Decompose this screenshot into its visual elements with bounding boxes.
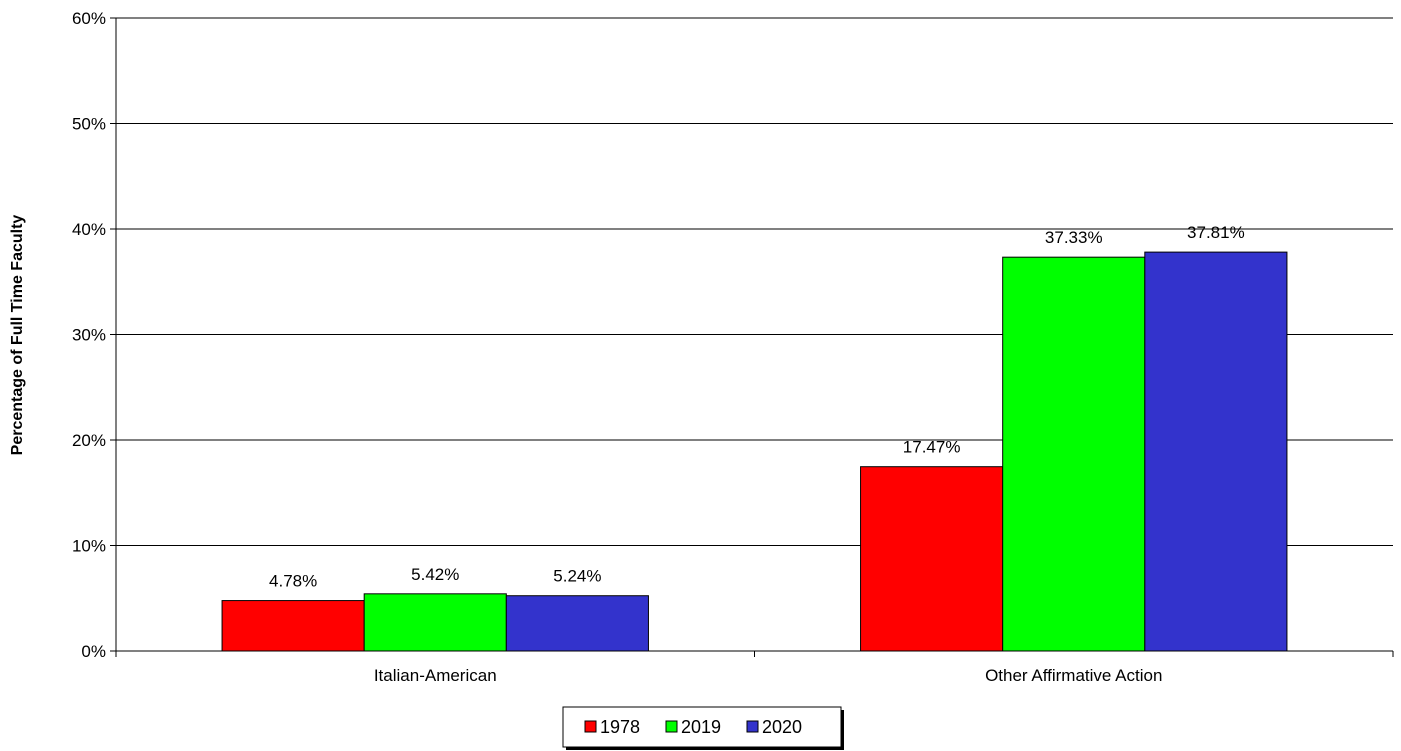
legend-box <box>562 706 842 748</box>
bar-2019-1 <box>1002 256 1146 652</box>
legend-swatch-1978 <box>584 720 597 733</box>
axes: 0% 10% 20% 30% 40% 50% 60% Italian-American Othe… <box>72 9 1394 685</box>
y-tick-label: 60% <box>72 9 106 28</box>
data-label: 5.42% <box>411 565 459 584</box>
y-tick-label: 30% <box>72 326 106 345</box>
legend-label-2020: 2020 <box>762 717 802 737</box>
bars <box>221 251 1288 652</box>
bar-2020-1 <box>1144 251 1288 652</box>
bar-2019-0 <box>363 593 507 652</box>
x-tick-label: Other Affirmative Action <box>985 666 1162 685</box>
data-label: 17.47% <box>903 438 961 457</box>
y-tick-label: 0% <box>81 642 106 661</box>
bar-2020-0 <box>505 595 649 652</box>
legend-label-2019: 2019 <box>681 717 721 737</box>
data-labels: 4.78% 5.42% 5.24% 17.47% 37.33% 37.81% <box>269 223 1245 590</box>
y-tick-label: 20% <box>72 431 106 450</box>
legend-swatch-2020 <box>746 720 759 733</box>
legend-label-1978: 1978 <box>600 717 640 737</box>
y-tick-label: 50% <box>72 115 106 134</box>
legend-swatch-2019 <box>665 720 678 733</box>
data-label: 37.33% <box>1045 228 1103 247</box>
bar-1978-0 <box>221 600 365 652</box>
data-label: 5.24% <box>553 567 601 586</box>
data-label: 4.78% <box>269 572 317 591</box>
data-label: 37.81% <box>1187 223 1245 242</box>
y-tick-label: 40% <box>72 220 106 239</box>
legend: 1978 2019 2020 <box>562 706 844 750</box>
x-tick-label: Italian-American <box>374 666 497 685</box>
y-tick-label: 10% <box>72 537 106 556</box>
y-axis-title: Percentage of Full Time Faculty <box>9 215 26 456</box>
bar-1978-1 <box>860 466 1004 652</box>
